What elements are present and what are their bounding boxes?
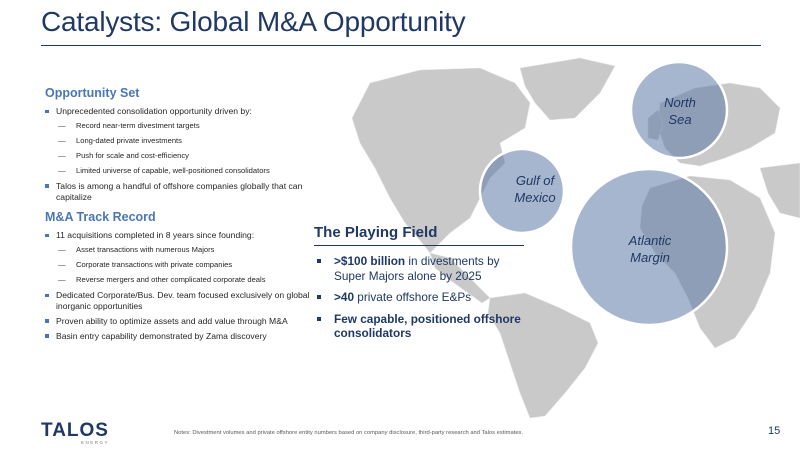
list-item: 11 acquisitions completed in 8 years sin… bbox=[45, 230, 330, 285]
atlantic-label-line1: Atlantic bbox=[628, 233, 672, 248]
atlantic-margin-circle bbox=[569, 167, 729, 327]
opportunity-list: Unprecedented consolidation opportunity … bbox=[45, 106, 330, 202]
list-item: Proven ability to optimize assets and ad… bbox=[45, 316, 330, 327]
list-item: Unprecedented consolidation opportunity … bbox=[45, 106, 330, 176]
track-record-list: 11 acquisitions completed in 8 years sin… bbox=[45, 230, 330, 341]
sub-list: Record near-term divestment targets Long… bbox=[56, 121, 330, 176]
bold-figure: >40 bbox=[334, 290, 355, 304]
south-america bbox=[487, 292, 599, 418]
gulf-of-mexico-circle bbox=[478, 147, 566, 235]
sub-list-item: Push for scale and cost-efficiency bbox=[56, 151, 330, 161]
page-number: 15 bbox=[768, 425, 781, 437]
north-sea-label-line2: Sea bbox=[668, 112, 692, 127]
north-sea-label: North Sea bbox=[650, 94, 710, 128]
sub-list-item: Limited universe of capable, well-positi… bbox=[56, 166, 330, 176]
list-item: >40 private offshore E&Ps bbox=[314, 290, 524, 305]
bullet-text: in divestments by Super Majors alone by … bbox=[334, 254, 500, 283]
logo-wordmark: TALOS bbox=[41, 420, 109, 441]
bold-figure: >$100 billion bbox=[334, 254, 406, 268]
list-item: Talos is among a handful of offshore com… bbox=[45, 181, 330, 203]
atlantic-label-line2: Margin bbox=[630, 250, 670, 265]
sub-list-item: Reverse mergers and other complicated co… bbox=[56, 275, 330, 285]
list-item: Basin entry capability demonstrated by Z… bbox=[45, 331, 330, 342]
logo-subtext: ENERGY bbox=[81, 440, 110, 445]
playing-field: The Playing Field >$100 billion in dives… bbox=[314, 224, 524, 348]
north-sea-label-line1: North bbox=[664, 95, 696, 110]
sub-list-item: Asset transactions with numerous Majors bbox=[56, 245, 330, 255]
gom-label-line2: Mexico bbox=[514, 190, 556, 205]
talos-logo: TALOS ENERGY bbox=[41, 420, 121, 445]
footnote: Notes: Divestment volumes and private of… bbox=[174, 430, 524, 436]
north-america bbox=[351, 67, 531, 254]
world-map bbox=[351, 57, 800, 418]
bold-text: Few capable, positioned offshore consoli… bbox=[334, 311, 521, 341]
list-item: Dedicated Corporate/Bus. Dev. team focus… bbox=[45, 290, 330, 312]
sub-list-item: Record near-term divestment targets bbox=[56, 121, 330, 131]
atlantic-margin-label: Atlantic Margin bbox=[610, 232, 690, 266]
opportunity-set-heading: Opportunity Set bbox=[45, 86, 140, 100]
greenland bbox=[519, 57, 616, 121]
region-circles bbox=[478, 60, 729, 327]
gom-label-line1: Gulf of bbox=[515, 173, 555, 188]
playing-field-list: >$100 billion in divestments by Super Ma… bbox=[314, 254, 524, 341]
playing-field-heading: The Playing Field bbox=[314, 224, 524, 246]
bullet-text: private offshore E&Ps bbox=[354, 290, 472, 304]
page-title: Catalysts: Global M&A Opportunity bbox=[41, 6, 466, 37]
title-divider bbox=[41, 45, 761, 46]
list-item: >$100 billion in divestments by Super Ma… bbox=[314, 254, 524, 283]
sub-list-item: Long-dated private investments bbox=[56, 136, 330, 146]
sub-list-item: Corporate transactions with private comp… bbox=[56, 260, 330, 270]
north-sea-circle bbox=[629, 60, 729, 160]
bullet-text: 11 acquisitions completed in 8 years sin… bbox=[56, 230, 255, 241]
sub-list: Asset transactions with numerous Majors … bbox=[56, 245, 330, 285]
track-record-heading: M&A Track Record bbox=[45, 210, 156, 225]
bullet-text: Unprecedented consolidation opportunity … bbox=[56, 106, 252, 116]
gulf-of-mexico-label: Gulf of Mexico bbox=[495, 172, 575, 206]
left-column: Opportunity Set Unprecedented consolidat… bbox=[45, 86, 330, 345]
list-item: Few capable, positioned offshore consoli… bbox=[314, 312, 524, 341]
central-america bbox=[429, 252, 491, 304]
middle-east bbox=[759, 162, 800, 219]
